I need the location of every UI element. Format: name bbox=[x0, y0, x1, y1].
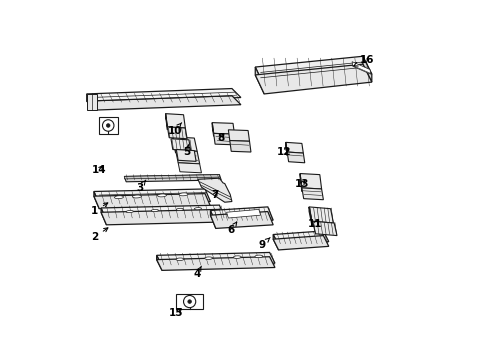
Polygon shape bbox=[165, 114, 167, 130]
Text: 11: 11 bbox=[307, 219, 322, 229]
Polygon shape bbox=[308, 207, 333, 223]
Ellipse shape bbox=[233, 256, 241, 258]
Circle shape bbox=[102, 120, 114, 131]
Ellipse shape bbox=[157, 194, 166, 197]
Polygon shape bbox=[176, 149, 196, 161]
Text: 15: 15 bbox=[169, 309, 183, 318]
Polygon shape bbox=[312, 221, 336, 235]
Ellipse shape bbox=[254, 255, 262, 258]
Polygon shape bbox=[210, 212, 273, 228]
Text: 2: 2 bbox=[91, 228, 108, 242]
Polygon shape bbox=[212, 123, 234, 134]
Ellipse shape bbox=[151, 210, 158, 212]
Polygon shape bbox=[198, 178, 231, 202]
Polygon shape bbox=[212, 123, 213, 136]
Polygon shape bbox=[301, 188, 323, 200]
Circle shape bbox=[106, 124, 110, 127]
Polygon shape bbox=[229, 140, 250, 152]
Polygon shape bbox=[300, 174, 321, 189]
Text: 7: 7 bbox=[211, 190, 218, 200]
Polygon shape bbox=[172, 137, 197, 151]
Polygon shape bbox=[86, 94, 96, 110]
Text: 14: 14 bbox=[92, 165, 106, 175]
Text: 12: 12 bbox=[276, 147, 290, 157]
Polygon shape bbox=[228, 130, 249, 141]
Polygon shape bbox=[86, 96, 241, 110]
Polygon shape bbox=[285, 142, 286, 156]
Text: 5: 5 bbox=[183, 144, 190, 157]
Ellipse shape bbox=[194, 208, 201, 210]
Text: 13: 13 bbox=[294, 179, 308, 189]
Polygon shape bbox=[273, 234, 278, 250]
Polygon shape bbox=[156, 257, 274, 270]
Polygon shape bbox=[226, 210, 260, 218]
Polygon shape bbox=[210, 207, 273, 224]
Ellipse shape bbox=[114, 196, 123, 199]
Polygon shape bbox=[101, 205, 224, 221]
Polygon shape bbox=[255, 67, 264, 94]
Polygon shape bbox=[124, 175, 221, 182]
Polygon shape bbox=[165, 114, 185, 128]
Polygon shape bbox=[94, 194, 210, 209]
Polygon shape bbox=[213, 134, 235, 145]
Polygon shape bbox=[178, 163, 201, 173]
Ellipse shape bbox=[126, 211, 133, 213]
Polygon shape bbox=[171, 139, 190, 150]
Text: 16: 16 bbox=[353, 55, 374, 66]
Polygon shape bbox=[362, 56, 371, 82]
Text: 6: 6 bbox=[227, 222, 236, 235]
Polygon shape bbox=[156, 255, 162, 270]
Polygon shape bbox=[175, 150, 199, 164]
Polygon shape bbox=[156, 252, 274, 266]
Text: 1: 1 bbox=[91, 203, 107, 216]
Polygon shape bbox=[86, 89, 241, 103]
Ellipse shape bbox=[132, 195, 141, 198]
Polygon shape bbox=[101, 210, 224, 225]
Polygon shape bbox=[273, 235, 328, 250]
Polygon shape bbox=[172, 137, 175, 153]
Polygon shape bbox=[167, 127, 187, 139]
Polygon shape bbox=[255, 56, 371, 86]
Polygon shape bbox=[176, 294, 203, 309]
Polygon shape bbox=[101, 208, 106, 225]
Circle shape bbox=[187, 300, 191, 303]
Polygon shape bbox=[94, 192, 99, 209]
Text: 3: 3 bbox=[136, 180, 145, 193]
Text: 8: 8 bbox=[217, 133, 224, 143]
Ellipse shape bbox=[176, 258, 183, 261]
Polygon shape bbox=[124, 175, 219, 179]
Polygon shape bbox=[308, 207, 311, 226]
Polygon shape bbox=[99, 117, 118, 134]
Polygon shape bbox=[286, 152, 304, 163]
Text: 9: 9 bbox=[258, 238, 269, 250]
Polygon shape bbox=[94, 189, 210, 204]
Text: 10: 10 bbox=[167, 123, 182, 135]
Polygon shape bbox=[255, 64, 371, 94]
Polygon shape bbox=[351, 62, 370, 74]
Polygon shape bbox=[285, 142, 303, 153]
Polygon shape bbox=[210, 211, 215, 228]
Text: 4: 4 bbox=[193, 266, 201, 279]
Ellipse shape bbox=[179, 193, 187, 196]
Ellipse shape bbox=[176, 208, 183, 211]
Polygon shape bbox=[86, 94, 97, 110]
Ellipse shape bbox=[204, 257, 212, 260]
Circle shape bbox=[183, 296, 195, 308]
Polygon shape bbox=[300, 174, 301, 192]
Polygon shape bbox=[273, 231, 328, 245]
